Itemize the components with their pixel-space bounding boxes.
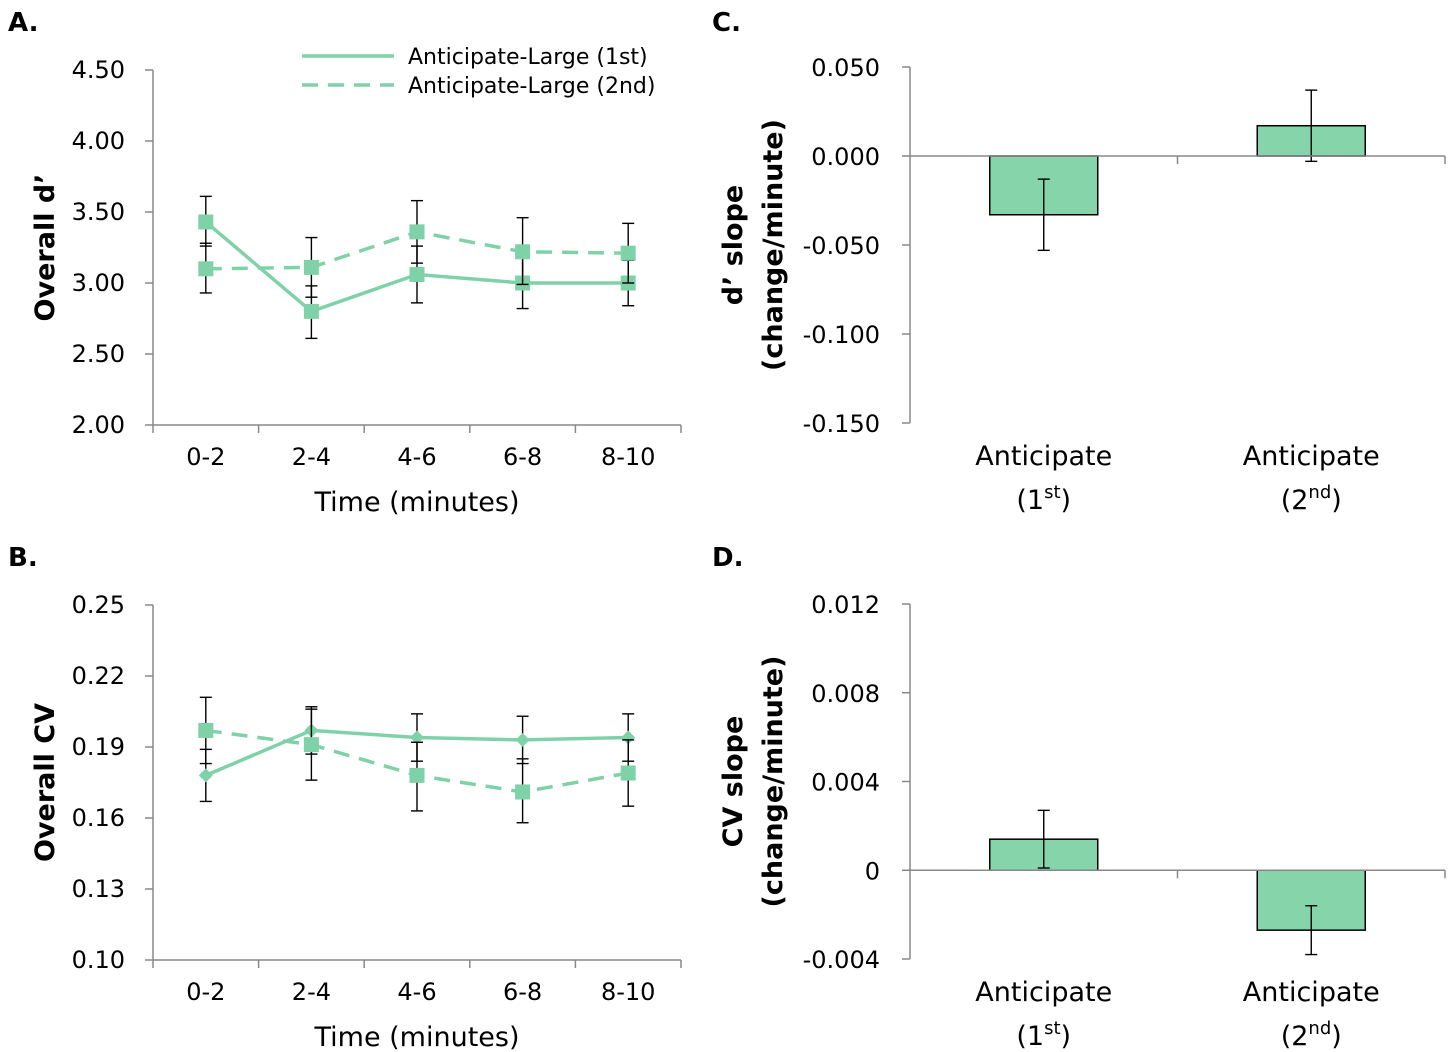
chart-b-point (620, 765, 636, 781)
chart-b-x-tick-label: 0-2 (186, 978, 225, 1006)
chart-a-y-tick-label: 3.00 (72, 269, 125, 297)
chart-b-y-tick-label: 0.13 (72, 875, 125, 903)
chart-c-y-axis-subtitle: (change/minute) (758, 119, 789, 371)
chart-b-point (198, 722, 214, 738)
panel-label-b: B. (8, 543, 38, 573)
chart-d-category-label-2: Anticipate (1243, 977, 1380, 1008)
chart-a-point (303, 303, 319, 319)
chart-b-point (303, 737, 319, 753)
chart-b-x-axis-title: Time (minutes) (313, 1022, 519, 1052)
chart-a-y-axis-title: Overall d’ (30, 174, 61, 322)
chart-d-y-axis-title: CV slope (718, 716, 749, 848)
chart-b-x-tick-label: 6-8 (503, 978, 542, 1006)
chart-b-y-tick-label: 0.16 (72, 804, 125, 832)
chart-a-y-tick-label: 2.00 (72, 411, 125, 439)
chart-a-y-tick-label: 4.00 (72, 127, 125, 155)
chart-a-y-tick-label: 3.50 (72, 198, 125, 226)
chart-a-y-tick-label: 4.50 (72, 56, 125, 84)
panel-label-d: D. (712, 543, 744, 573)
chart-d-y-tick-label: 0.004 (811, 769, 880, 797)
chart-c-category-sub-1: (1st) (1016, 482, 1071, 516)
chart-d-category-sub-2: (2nd) (1281, 1018, 1342, 1052)
chart-b-point (515, 732, 530, 747)
chart-c-y-tick-label: 0.050 (811, 54, 880, 82)
chart-d-y-tick-label: 0 (865, 857, 880, 885)
chart-a-x-axis-title: Time (minutes) (313, 487, 519, 518)
chart-b-point (410, 730, 424, 745)
chart-c-category-label-2: Anticipate (1243, 441, 1380, 472)
chart-b-point (515, 784, 531, 800)
chart-a-point (198, 261, 214, 277)
chart-b-x-tick-label: 2-4 (292, 978, 331, 1006)
chart-d-y-tick-label: 0.012 (811, 591, 880, 619)
chart-a-point (303, 259, 319, 275)
chart-b-y-tick-label: 0.25 (72, 591, 125, 619)
chart-b-y-tick-label: 0.10 (72, 946, 125, 974)
chart-a-point (620, 245, 636, 261)
chart-a-point (409, 266, 425, 282)
chart-b-point (621, 730, 636, 745)
chart-a-x-tick-label: 2-4 (292, 443, 331, 471)
chart-a-y-tick-label: 2.50 (72, 340, 125, 368)
chart-b-x-tick-label: 4-6 (397, 978, 436, 1006)
chart-a-x-tick-label: 8-10 (601, 443, 655, 471)
chart-c-y-axis-title: d’ slope (718, 185, 749, 306)
chart-a-point (515, 244, 531, 260)
chart-b-y-tick-label: 0.19 (72, 733, 125, 761)
chart-d-y-tick-label: 0.008 (811, 680, 880, 708)
chart-b-point (198, 768, 213, 783)
chart-c-category-label-1: Anticipate (975, 441, 1112, 472)
chart-b-x-tick-label: 8-10 (601, 978, 655, 1006)
chart-b-y-axis-title: Overall CV (30, 703, 61, 862)
panel-label-c: C. (712, 8, 741, 38)
chart-c-y-tick-label: 0.000 (811, 143, 880, 171)
chart-b-y-tick-label: 0.22 (72, 662, 125, 690)
legend-label-2: Anticipate-Large (2nd) (408, 74, 655, 99)
chart-d-category-sub-1: (1st) (1016, 1018, 1071, 1052)
chart-a-x-tick-label: 4-6 (397, 443, 436, 471)
chart-a-point (198, 214, 214, 230)
chart-a-x-tick-label: 0-2 (186, 443, 225, 471)
legend-label-1: Anticipate-Large (1st) (408, 45, 648, 70)
chart-c-y-tick-label: -0.150 (803, 410, 880, 438)
chart-c-category-sub-2: (2nd) (1281, 482, 1342, 516)
chart-d-y-tick-label: -0.004 (803, 946, 880, 974)
panel-label-a: A. (8, 8, 39, 38)
chart-d-category-label-1: Anticipate (975, 977, 1112, 1008)
chart-b-point (409, 767, 425, 783)
chart-c-y-tick-label: -0.050 (803, 232, 880, 260)
chart-a-x-tick-label: 6-8 (503, 443, 542, 471)
chart-a-point (409, 224, 425, 240)
chart-d-y-axis-subtitle: (change/minute) (758, 656, 789, 908)
chart-c-y-tick-label: -0.100 (803, 321, 880, 349)
